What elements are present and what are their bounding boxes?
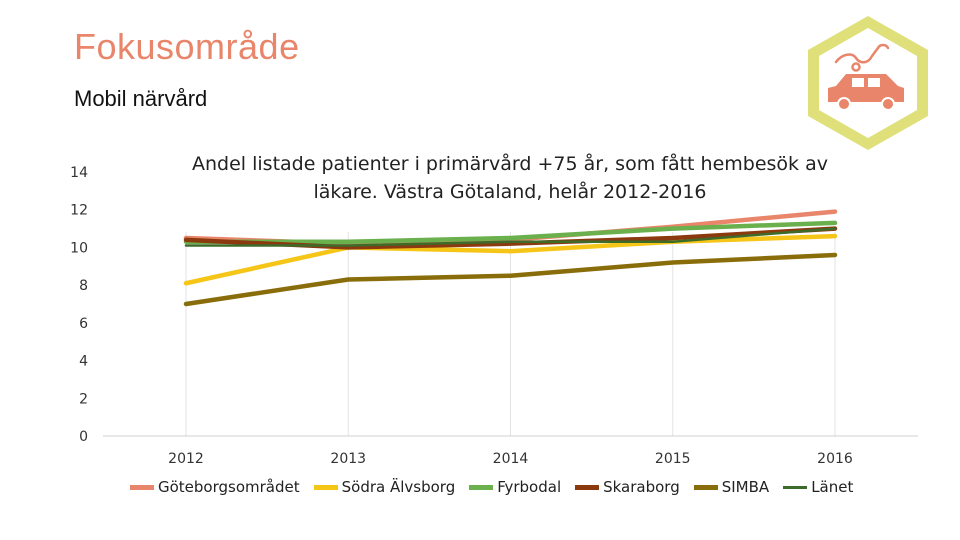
x-tick-label: 2014 [493, 451, 529, 467]
legend-label: Fyrbodal [497, 478, 562, 496]
y-tick-label: 8 [79, 278, 88, 294]
y-tick-label: 4 [79, 354, 88, 370]
x-tick-label: 2016 [817, 451, 853, 467]
legend-label: Länet [811, 478, 854, 496]
legend-swatch [783, 485, 808, 489]
stethoscope-icon [834, 43, 890, 72]
legend-label: SIMBA [721, 478, 770, 496]
legend-item: Göteborgsområdet [130, 478, 300, 496]
series-line-länet [184, 227, 837, 247]
legend-swatch [693, 484, 718, 490]
y-tick-label: 6 [79, 316, 88, 332]
x-tick-label: 2015 [655, 451, 691, 467]
chart-legend: Göteborgsområdet Södra Älvsborg Fyrbodal Sk… [130, 478, 870, 496]
legend-label: Skaraborg [603, 478, 680, 496]
legend-item: Södra Älvsborg [313, 478, 456, 496]
legend-label: Södra Älvsborg [341, 478, 456, 496]
series-line-fyrbodal [183, 220, 838, 245]
series-line-södra älvsborg [183, 233, 838, 286]
slide-subtitle: Mobil närvård [74, 86, 208, 111]
legend-swatch [469, 484, 494, 490]
chart-title: Andel listade patienter i primärvård +75… [170, 150, 850, 206]
y-tick-label: 2 [79, 391, 88, 407]
legend-item: Skaraborg [575, 478, 680, 496]
y-tick-label: 14 [70, 165, 88, 181]
x-tick-label: 2013 [330, 451, 366, 467]
legend-swatch [130, 484, 154, 490]
legend-swatch [313, 484, 338, 490]
y-tick-label: 0 [79, 429, 88, 445]
legend-item: SIMBA [693, 478, 770, 496]
stethoscope-car-icon [808, 16, 928, 150]
chart-title-line-2: läkare. Västra Götaland, helår 2012-2016 [313, 181, 707, 203]
y-tick-label: 12 [70, 203, 88, 219]
legend-item: Länet [783, 478, 853, 496]
x-tick-label: 2012 [168, 451, 204, 467]
chart-title-line-1: Andel listade patienter i primärvård +75… [192, 153, 828, 175]
series-line-simba [183, 252, 838, 307]
legend-item: Fyrbodal [469, 478, 561, 496]
y-tick-label: 10 [70, 240, 88, 256]
car-icon [828, 74, 904, 111]
legend-label: Göteborgsområdet [158, 478, 300, 496]
legend-swatch [575, 484, 600, 490]
slide-title: Fokusområde [74, 26, 300, 67]
